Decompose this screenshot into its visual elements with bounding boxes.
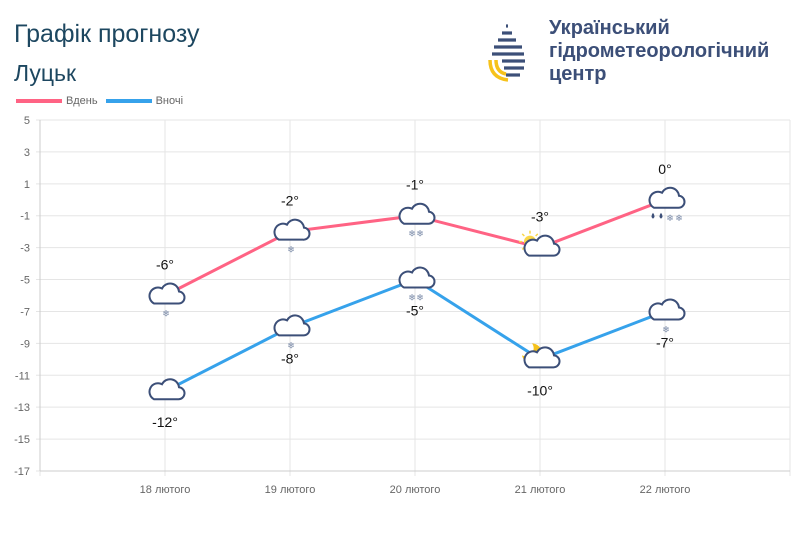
y-tick-label: -13 [14,402,30,414]
y-tick-label: 5 [24,115,30,127]
cloud-shape [523,234,561,257]
snowflake-icon: ❄ [162,309,170,319]
org-line: гідрометеорологічний [549,40,770,62]
snowflake-icon: ❄ [666,213,674,223]
data-label: -10° [527,382,553,398]
sun-ray [521,233,525,237]
snowflake-icon: ❄ [287,340,295,350]
x-tick-label: 19 лютого [265,484,316,496]
y-tick-label: 1 [24,179,30,191]
sun-ray [535,233,539,237]
org-line: центр [549,63,607,85]
y-tick-label: -1 [20,211,30,223]
raindrop-icon [651,212,655,219]
x-tick-label: 21 лютого [515,484,566,496]
x-tick-label: 22 лютого [640,484,691,496]
snowflake-icon: ❄ [416,229,424,239]
cloud-shape [148,282,186,305]
data-label: -3° [531,209,549,225]
snowflake-icon: ❄ [408,229,416,239]
cloud-snow-icon: ❄ [648,298,686,334]
data-label: -6° [156,257,174,273]
y-tick-label: -7 [20,306,30,318]
legend-item-night[interactable]: Вночі [105,95,184,107]
y-tick-label: -3 [20,243,30,255]
data-label: 0° [658,161,671,177]
data-label: -7° [656,334,674,350]
y-tick-label: -15 [14,434,30,446]
cloud-shape [648,186,686,209]
org-line: Український [549,17,670,39]
sun-cloud-icon [519,230,561,257]
page-title: Графік прогнозу [14,20,200,48]
city-name: Луцьк [14,60,77,86]
y-tick-label: -5 [20,275,30,287]
data-label: -1° [406,177,424,193]
snowflake-icon: ❄ [416,293,424,303]
legend-swatch [105,99,152,103]
snowflake-icon: ❄ [675,213,683,223]
cloud-shape [273,314,311,337]
cloud-icon [148,378,186,401]
data-label: -8° [281,350,299,366]
cloud-shape [148,378,186,401]
snowflake-icon: ❄ [287,245,295,255]
y-tick-label: -11 [15,370,30,382]
cloud-snow-icon: ❄ [148,282,186,319]
cloud-snow-heavy-icon: ❄ ❄ [398,266,436,303]
cloud-shape [273,218,311,241]
cloud-shape [523,346,561,369]
y-tick-label: -17 [14,466,30,478]
x-tick-label: 18 лютого [140,484,191,496]
cloud-shape [648,298,686,321]
cloud-snow-icon: ❄ [273,314,311,350]
y-tick-label: 3 [24,147,30,159]
y-tick-label: -9 [20,338,30,350]
snowflake-icon: ❄ [662,324,670,334]
legend-label: Вдень [66,95,98,107]
raindrop-icon [659,212,663,219]
legend-label: Вночі [155,95,184,107]
x-tick-label: 20 лютого [390,484,441,496]
cloud-shape [398,266,436,289]
ugc-logo-icon [488,24,525,82]
data-label: -2° [281,193,299,209]
cloud-shape [398,202,436,225]
cloud-snow-heavy-icon: ❄ ❄ [398,202,436,239]
legend-swatch [16,99,62,103]
cloud-snow-icon: ❄ [273,218,311,255]
legend-item-day[interactable]: Вдень [16,95,98,107]
moon-cloud-icon [522,343,561,369]
org-name: Український гідрометеорологічний центр [549,17,769,86]
cloud-rain-snow-icon: ❄ ❄ [648,186,686,223]
data-label: -12° [152,414,178,430]
data-label: -5° [406,303,424,319]
snowflake-icon: ❄ [408,293,416,303]
legend: Вдень Вночі [16,95,191,107]
